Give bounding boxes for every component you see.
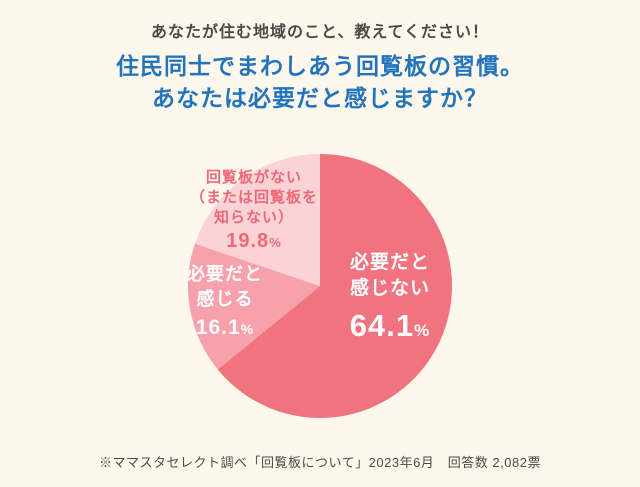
pie-label-text: （または回覧板を [189, 189, 318, 206]
survey-intro-text: あなたが住む地域のこと、教えてください！ [150, 24, 490, 41]
page-title-line1: 住民同士でまわしあう回覧板の習慣。 [116, 53, 524, 79]
page-title: 住民同士でまわしあう回覧板の習慣。 あなたは必要だと感じますか？ [0, 50, 640, 114]
pie-label-text: 感じない [349, 278, 430, 299]
pie-slice-0 [217, 154, 452, 418]
pie-label-needed: 必要だと 感じる 16.1% [156, 262, 294, 340]
source-note: ※ママスタセレクト調べ「回覧板について」2023年6月 回答数 2,082票 [99, 455, 541, 470]
page-title-line2: あなたは必要だと感じますか？ [152, 85, 488, 111]
pie-chart-area: 必要だと 感じない 64.1% 必要だと 感じる 16.1% 回覧板がない （ま… [0, 154, 640, 424]
pie-label-percent: 16.1% [195, 316, 255, 339]
pie-label-percent: 64.1% [349, 308, 431, 343]
pie-label-text: 感じる [196, 289, 254, 309]
pie-label-text: 必要だと [349, 252, 430, 273]
pie-label-no-board: 回覧板がない （または回覧板を 知らない） 19.8% [170, 168, 338, 253]
pie-label-text: 知らない） [213, 209, 294, 226]
pie-chart [188, 154, 452, 418]
pie-slice-2 [194, 154, 320, 286]
pie-label-text: 必要だと [187, 264, 263, 284]
pie-slice-1 [188, 243, 320, 370]
pie-label-percent: 19.8% [226, 230, 282, 252]
pie-label-not-needed: 必要だと 感じない 64.1% [318, 250, 462, 344]
pie-label-text: 回覧板がない [205, 169, 302, 186]
